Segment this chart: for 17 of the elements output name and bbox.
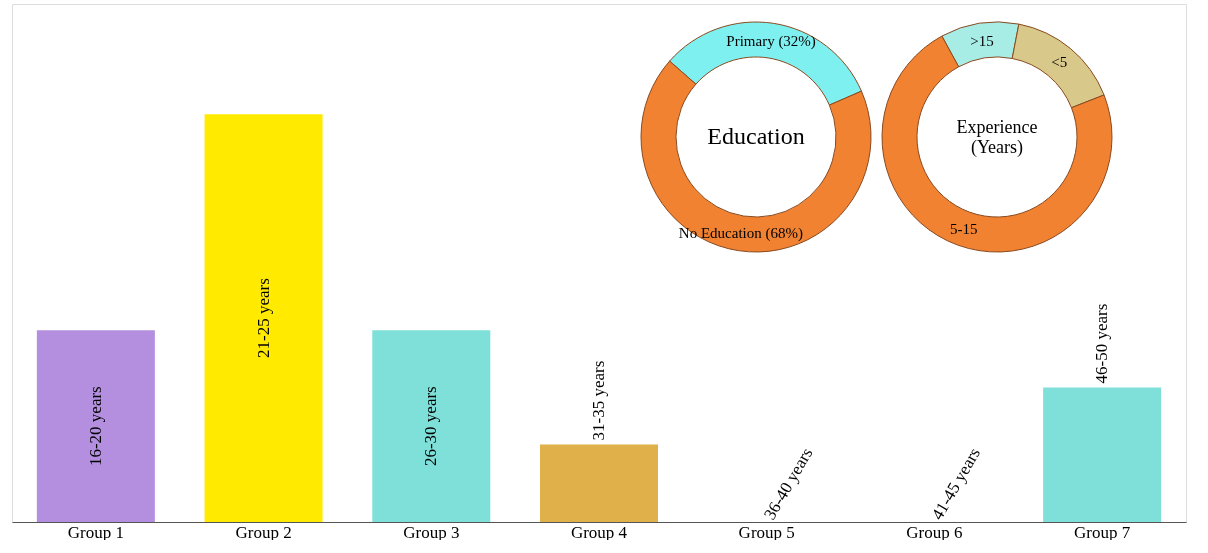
annotation: 26-30 years xyxy=(421,386,441,467)
annotation: 16-20 years xyxy=(85,386,105,467)
bar xyxy=(372,330,491,522)
slice-label: >15 xyxy=(970,32,994,49)
slice-label: Primary (32%) xyxy=(726,32,816,50)
bar xyxy=(204,114,323,522)
bar xyxy=(1043,387,1162,522)
text: Education xyxy=(707,123,805,149)
text: Experience (Years) xyxy=(956,117,1038,158)
annotation: 46-50 years xyxy=(1092,303,1112,384)
bar xyxy=(540,444,658,522)
annotation: 21-25 years xyxy=(253,278,273,358)
slice-label: 5-15 xyxy=(949,220,978,237)
bar xyxy=(36,330,155,522)
annotation: 31-35 years xyxy=(589,360,608,441)
slice-label: <5 xyxy=(1051,54,1068,71)
slice-label: No Education (68%) xyxy=(678,225,803,243)
